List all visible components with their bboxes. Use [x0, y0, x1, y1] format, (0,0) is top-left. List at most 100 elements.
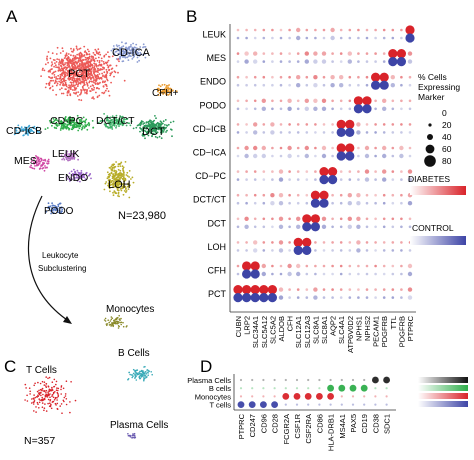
dot-diabetes	[253, 217, 257, 221]
cluster-label-cfh: CFH+	[152, 88, 179, 99]
dot-control	[330, 83, 335, 88]
cell-point	[87, 58, 90, 61]
dot-diabetes	[236, 52, 240, 55]
cell-point	[104, 80, 107, 83]
dot-diabetes	[271, 170, 274, 173]
cell-point	[75, 70, 78, 72]
cell-point	[117, 52, 120, 55]
dot-control	[236, 201, 240, 205]
cell-point	[62, 92, 65, 95]
dot-control	[262, 60, 266, 63]
cell-point	[51, 85, 54, 88]
cell-point	[45, 383, 48, 385]
dot-diabetes	[244, 145, 249, 151]
dot-control	[253, 178, 257, 181]
cell-point	[75, 45, 78, 48]
dot-control	[365, 201, 369, 205]
dot-control	[347, 224, 352, 229]
cell-point	[115, 126, 117, 129]
dot-control	[391, 201, 395, 205]
dot-d	[318, 387, 321, 390]
diabetes-legend-label: DIABETES	[408, 174, 450, 184]
cell-point	[51, 395, 53, 398]
cell-point	[73, 57, 76, 60]
cell-point	[102, 61, 105, 63]
dot-diabetes	[362, 96, 372, 106]
cell-point	[55, 76, 58, 78]
cell-point	[93, 53, 96, 56]
cell-point	[113, 53, 116, 56]
cell-point	[51, 124, 53, 127]
dot-diabetes	[408, 217, 412, 221]
cell-point	[115, 64, 118, 67]
dot-diabetes	[391, 170, 395, 173]
dot-diabetes	[388, 49, 398, 59]
cell-point	[119, 115, 121, 117]
dot-diabetes	[391, 28, 395, 32]
cell-point	[118, 119, 121, 122]
cell-point	[51, 72, 54, 75]
cell-point	[132, 181, 135, 184]
cell-point	[112, 166, 115, 169]
cell-point	[17, 127, 20, 130]
cell-point	[80, 91, 83, 94]
cell-point	[75, 47, 78, 49]
cell-point	[90, 69, 92, 71]
dot-control	[288, 201, 291, 205]
cell-point	[13, 133, 16, 136]
cell-point	[108, 166, 111, 169]
cell-point	[96, 70, 99, 72]
cell-point	[83, 54, 86, 57]
cell-point	[81, 70, 83, 73]
dot-diabetes	[357, 170, 360, 173]
dot-control	[319, 198, 329, 208]
cluster-points	[13, 124, 41, 137]
cell-point	[83, 82, 86, 85]
cell-point	[64, 123, 67, 125]
dot-control	[296, 60, 300, 63]
cell-point	[34, 396, 36, 399]
cell-point	[135, 50, 138, 52]
cell-point	[93, 72, 95, 75]
dot-diabetes	[259, 285, 269, 295]
cell-point	[165, 93, 168, 96]
cell-point	[103, 188, 106, 191]
dot-control	[348, 249, 352, 252]
cell-point	[47, 398, 50, 401]
dot-control	[271, 83, 274, 87]
cell-point	[99, 81, 101, 84]
dot-control	[348, 272, 352, 276]
cell-point	[74, 399, 77, 402]
cell-point	[86, 123, 89, 126]
cell-point	[101, 91, 104, 94]
cell-point	[128, 46, 131, 48]
dot-diabetes	[319, 190, 329, 200]
cell-point	[73, 77, 76, 80]
cell-point	[94, 70, 97, 73]
dot-diabetes	[322, 123, 326, 126]
dot-diabetes	[400, 264, 403, 268]
cell-point	[59, 405, 61, 407]
dotplot-gene-label: PTPRC	[406, 315, 415, 341]
dot-control	[242, 269, 252, 279]
dot-control	[331, 201, 334, 205]
dot-control	[236, 83, 240, 87]
cell-point	[81, 55, 83, 58]
cell-point	[55, 81, 58, 83]
cell-point	[72, 49, 75, 52]
cell-point	[92, 88, 95, 91]
cell-point	[89, 85, 92, 88]
cell-point	[86, 70, 89, 73]
dot-control	[305, 83, 309, 87]
cell-point	[89, 72, 91, 75]
cell-point	[45, 392, 47, 394]
dotplot-row-label: CD−ICA	[193, 148, 226, 158]
dot-diabetes	[356, 193, 361, 198]
dot-control	[374, 154, 377, 158]
dot-control	[314, 131, 317, 134]
cell-point	[85, 61, 88, 63]
dot-control	[245, 201, 248, 205]
dot-diabetes	[400, 123, 403, 126]
dot-diabetes	[374, 217, 377, 221]
cell-point	[35, 396, 38, 398]
